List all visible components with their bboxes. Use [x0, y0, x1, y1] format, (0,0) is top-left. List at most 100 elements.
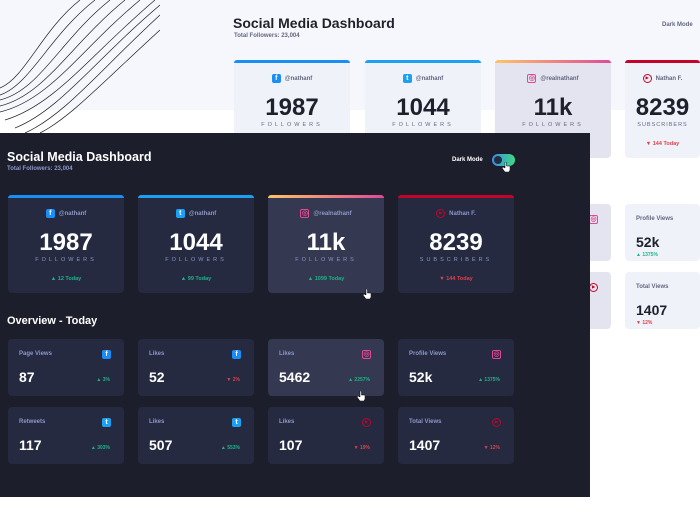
card-header: t @nathanf [365, 74, 481, 83]
twitter-icon: t [102, 418, 111, 427]
overview-value: 107 [279, 437, 303, 453]
follower-card-youtube[interactable]: ▶ Nathan F. 8239 SUBSCRIBERS ▼ 144 Today [625, 60, 700, 158]
overview-change: ▼ 12% [636, 320, 653, 326]
dark-mode-dashboard: Social Media Dashboard Total Followers: … [0, 133, 590, 497]
overview-card[interactable]: Likes 507 ▲ 553% t [138, 407, 254, 464]
pointer-cursor-icon [357, 391, 365, 401]
overview-card[interactable]: Profile Views 52k ▲ 1375% [625, 204, 700, 261]
overview-change: ▲ 1375% [478, 377, 500, 383]
overview-change: ▲ 553% [220, 445, 240, 451]
youtube-icon: ▶ [589, 283, 598, 292]
page-title: Social Media Dashboard [7, 150, 152, 164]
overview-value: 117 [19, 437, 42, 453]
pointer-cursor-icon [502, 162, 510, 172]
follower-count: 1044 [396, 94, 450, 121]
card-header: f @nathanf [8, 209, 124, 218]
overview-card[interactable]: Profile Views 52k ▲ 1375% ◎ [398, 339, 514, 396]
instagram-icon: ◎ [527, 74, 537, 83]
card-top-bar [234, 60, 350, 63]
overview-card[interactable]: Likes 5462 ▲ 2257% ◎ [268, 339, 384, 396]
total-followers: Total Followers: 23,004 [7, 166, 73, 172]
follower-card-instagram[interactable]: ◎ @realnathanf 11k FOLLOWERS ▲ 1099 Today [268, 195, 384, 293]
overview-change: ▼ 12% [483, 445, 500, 451]
overview-label: Page Views [19, 351, 52, 357]
account-handle: @realnathanf [540, 75, 579, 82]
overview-change: ▲ 3% [96, 377, 110, 383]
dark-mode-toggle[interactable] [492, 154, 515, 166]
overview-label: Profile Views [636, 216, 674, 222]
facebook-icon: f [45, 209, 55, 218]
youtube-icon: ▶ [362, 418, 371, 427]
overview-value: 1407 [409, 437, 441, 453]
follower-count: 8239 [635, 94, 690, 121]
overview-label: Likes [279, 419, 295, 425]
follower-card-facebook[interactable]: f @nathanf 1987 FOLLOWERS ▲ 12 Today [8, 195, 124, 293]
follower-count: 1987 [39, 229, 93, 256]
account-handle: Nathan F. [449, 210, 476, 217]
account-handle: @nathanf [58, 210, 87, 217]
toggle-knob [494, 156, 502, 164]
overview-label: Likes [279, 351, 295, 357]
overview-label: Total Views [636, 284, 669, 290]
overview-value: 52k [636, 234, 660, 250]
overview-value: 87 [19, 369, 35, 385]
card-top-bar [495, 60, 611, 63]
facebook-icon: f [102, 350, 111, 359]
overview-change: ▲ 2257% [348, 377, 370, 383]
card-top-bar [365, 60, 481, 63]
facebook-icon: f [271, 74, 281, 83]
light-page-title: Social Media Dashboard [233, 15, 395, 31]
instagram-icon: ◎ [589, 215, 598, 224]
overview-label: Likes [149, 419, 165, 425]
card-top-bar [268, 195, 384, 198]
overview-card[interactable]: Total Views 1407 ▼ 12% [625, 272, 700, 329]
light-total-followers: Total Followers: 23,004 [234, 33, 300, 39]
overview-label: Likes [149, 351, 165, 357]
overview-change: ▲ 1375% [636, 252, 658, 258]
today-change: ▼ 144 Today [439, 276, 473, 282]
dark-mode-label: Dark Mode [452, 157, 483, 163]
card-header: ◎ @realnathanf [495, 74, 611, 83]
follower-card-twitter[interactable]: t @nathanf 1044 FOLLOWERS ▲ 99 Today [138, 195, 254, 293]
card-header: f @nathanf [234, 74, 350, 83]
overview-card[interactable]: Likes 52 ▼ 2% f [138, 339, 254, 396]
today-change: ▲ 99 Today [180, 276, 212, 282]
overview-value: 507 [149, 437, 173, 453]
card-header: t @nathanf [138, 209, 254, 218]
follower-unit: SUBSCRIBERS [419, 257, 493, 263]
follower-unit: FOLLOWERS [392, 122, 454, 128]
today-change: ▲ 12 Today [50, 276, 82, 282]
light-dark-mode-label: Dark Mode [662, 22, 693, 28]
instagram-icon: ◎ [492, 350, 501, 359]
overview-value: 5462 [279, 369, 311, 385]
overview-label: Profile Views [409, 351, 447, 357]
overview-change: ▼ 19% [353, 445, 370, 451]
overview-card[interactable]: Likes 107 ▼ 19% ▶ [268, 407, 384, 464]
account-handle: Nathan F. [655, 75, 683, 82]
twitter-icon: t [402, 74, 412, 83]
today-change: ▼ 144 Today [645, 141, 680, 147]
overview-card[interactable]: Page Views 87 ▲ 3% f [8, 339, 124, 396]
follower-unit: FOLLOWERS [261, 122, 323, 128]
follower-card-youtube[interactable]: ▶ Nathan F. 8239 SUBSCRIBERS ▼ 144 Today [398, 195, 514, 293]
follower-unit: FOLLOWERS [35, 257, 97, 263]
follower-count: 11k [306, 229, 346, 256]
instagram-icon: ◎ [362, 350, 371, 359]
twitter-icon: t [175, 209, 185, 218]
overview-label: Retweets [19, 419, 46, 425]
twitter-icon: t [232, 418, 241, 427]
instagram-icon: ◎ [300, 209, 310, 218]
overview-card[interactable]: Total Views 1407 ▼ 12% ▶ [398, 407, 514, 464]
youtube-icon: ▶ [436, 209, 446, 218]
overview-change: ▲ 303% [90, 445, 110, 451]
overview-change: ▼ 2% [226, 377, 240, 383]
youtube-icon: ▶ [492, 418, 501, 427]
overview-value: 52 [149, 369, 165, 385]
follower-unit: FOLLOWERS [165, 257, 227, 263]
card-header: ▶ Nathan F. [398, 209, 514, 218]
follower-unit: FOLLOWERS [295, 257, 357, 263]
follower-count: 11k [533, 94, 573, 121]
overview-card[interactable]: Retweets 117 ▲ 303% t [8, 407, 124, 464]
card-top-bar [625, 60, 700, 63]
overview-value: 1407 [636, 302, 668, 318]
